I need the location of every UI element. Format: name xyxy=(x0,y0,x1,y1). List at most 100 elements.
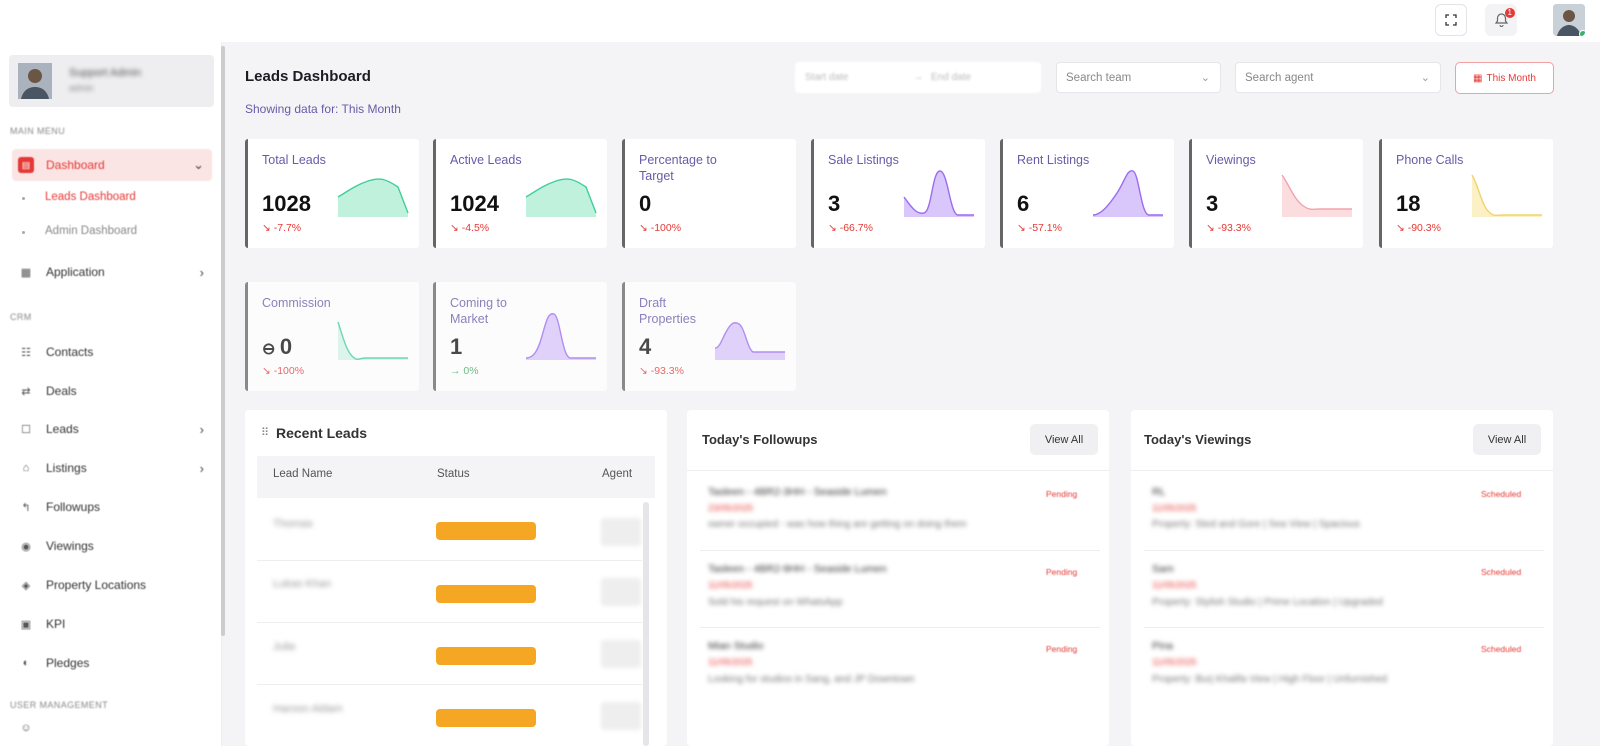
sparkline-purple xyxy=(903,170,974,217)
sparkline-green xyxy=(337,321,408,360)
stat-change: ↘ -100% xyxy=(262,365,304,377)
viewing-date: 11/05/2025 xyxy=(1152,503,1197,513)
sidebar-item-leads-dashboard[interactable]: Leads Dashboard xyxy=(45,191,136,203)
viewing-title: Sam xyxy=(1152,563,1174,575)
search-agent-select[interactable]: Search agent ⌄ xyxy=(1235,62,1441,93)
leads-icon: ☐ xyxy=(21,423,31,436)
top-bar: 1 xyxy=(0,0,1600,42)
followups-panel xyxy=(687,410,1109,746)
stat-value: 1024 xyxy=(450,191,499,216)
stat-change: ↘ -7.7% xyxy=(262,222,301,234)
followup-note: Sold his request on WhatsApp xyxy=(708,597,843,608)
stat-percentage-target[interactable]: Percentage to Target 0 ↘ -100% xyxy=(622,139,796,248)
stat-change-text: -90.3% xyxy=(1407,222,1441,234)
sidebar-item-listings[interactable]: ⌂ Listings › xyxy=(12,452,212,484)
viewing-status: Scheduled xyxy=(1481,489,1522,499)
fullscreen-button[interactable] xyxy=(1435,4,1467,36)
list-divider xyxy=(1144,627,1544,628)
sidebar-item-admin-dashboard[interactable]: Admin Dashboard xyxy=(45,225,138,237)
trend-down-icon: ↘ xyxy=(639,365,651,377)
stat-change-text: -57.1% xyxy=(1028,222,1062,234)
status-pill xyxy=(436,522,536,540)
followups-title: Today's Followups xyxy=(702,432,818,447)
col-status[interactable]: Status xyxy=(437,468,470,480)
sidebar-item-kpi[interactable]: ▣ KPI xyxy=(12,608,212,640)
stat-change-text: -4.5% xyxy=(461,222,490,234)
sidebar-item-followups[interactable]: ↰ Followups xyxy=(12,491,212,523)
recent-leads-title: Recent Leads xyxy=(276,425,368,441)
stat-phone-calls[interactable]: Phone Calls 18 ↘ -90.3% xyxy=(1379,139,1553,248)
stat-change: ↘ -93.3% xyxy=(1206,222,1251,234)
profile-avatar[interactable] xyxy=(1553,4,1585,36)
agent-cell xyxy=(601,518,641,546)
contacts-icon: ☷ xyxy=(21,346,31,359)
section-crm: CRM xyxy=(10,312,32,322)
section-main-menu: MAIN MENU xyxy=(10,126,66,136)
stat-label: Phone Calls xyxy=(1396,153,1464,167)
sidebar-item-label: Leads xyxy=(46,422,79,436)
sparkline-green xyxy=(525,178,597,217)
table-header xyxy=(257,456,655,498)
this-month-button[interactable]: ▦ This Month xyxy=(1455,62,1554,94)
sparkline-purple xyxy=(1092,170,1163,217)
stat-change: ↘ -4.5% xyxy=(450,222,489,234)
sidebar-item-partial[interactable]: ☺ xyxy=(12,718,212,738)
date-range-picker[interactable]: Start date → End date xyxy=(795,62,1041,93)
trend-down-icon: ↘ xyxy=(639,222,651,234)
agent-cell xyxy=(601,702,641,730)
stat-rent-listings[interactable]: Rent Listings 6 ↘ -57.1% xyxy=(1000,139,1174,248)
stat-change: ↘ -57.1% xyxy=(1017,222,1062,234)
viewings-view-all-button[interactable]: View All xyxy=(1473,424,1541,455)
stat-draft-properties[interactable]: Draft Properties 4 ↘ -93.3% xyxy=(622,282,796,391)
stat-viewings[interactable]: Viewings 3 ↘ -93.3% xyxy=(1189,139,1363,248)
agent-cell xyxy=(601,578,641,606)
sidebar-scrollbar[interactable] xyxy=(221,46,225,636)
sidebar-item-deals[interactable]: ⇄ Deals xyxy=(12,375,212,407)
stat-active-leads[interactable]: Active Leads 1024 ↘ -4.5% xyxy=(433,139,607,248)
stat-label: Active Leads xyxy=(450,153,522,167)
row-divider xyxy=(257,684,642,685)
lead-name: Haroon Aldam xyxy=(273,703,343,715)
table-scrollbar[interactable] xyxy=(643,502,649,746)
col-agent[interactable]: Agent xyxy=(602,468,633,480)
chevron-right-icon: › xyxy=(199,460,204,476)
search-team-select[interactable]: Search team ⌄ xyxy=(1056,62,1221,93)
users-icon: ☺ xyxy=(20,722,32,734)
start-date-input[interactable]: Start date xyxy=(805,72,849,83)
chevron-down-icon: ⌄ xyxy=(193,157,204,172)
sidebar-item-label: Pledges xyxy=(46,656,90,670)
user-card[interactable]: Support Admin admin xyxy=(9,55,214,107)
stat-total-leads[interactable]: Total Leads 1028 ↘ -7.7% xyxy=(245,139,419,248)
sidebar-item-contacts[interactable]: ☷ Contacts xyxy=(12,336,212,368)
followups-view-all-button[interactable]: View All xyxy=(1030,424,1098,455)
stat-label: Viewings xyxy=(1206,153,1256,167)
trend-down-icon: ↘ xyxy=(450,222,462,234)
sidebar-item-pledges[interactable]: ◐ Pledges xyxy=(12,647,212,679)
stat-sale-listings[interactable]: Sale Listings 3 ↘ -66.7% xyxy=(811,139,985,248)
stat-value-text: 0 xyxy=(279,334,293,359)
sidebar-item-application[interactable]: ▦ Application › xyxy=(12,256,212,288)
notifications-button[interactable]: 1 xyxy=(1485,4,1517,36)
user-avatar xyxy=(18,63,52,99)
sparkline-purple xyxy=(525,313,596,360)
viewing-status: Scheduled xyxy=(1481,644,1522,654)
stat-value: 4 xyxy=(639,334,652,359)
arrow-icon: → xyxy=(913,72,923,83)
sidebar-item-dashboard[interactable]: ▤ Dashboard ⌄ xyxy=(12,149,212,181)
application-icon: ▦ xyxy=(20,266,32,279)
end-date-input[interactable]: End date xyxy=(931,72,972,83)
sidebar-item-leads[interactable]: ☐ Leads › xyxy=(12,413,212,445)
viewing-note: Property: Sted and Gore | Sea View | Spa… xyxy=(1152,519,1360,530)
col-lead-name[interactable]: Lead Name xyxy=(273,468,333,480)
stat-value: 18 xyxy=(1396,191,1421,216)
sidebar-item-property-locations[interactable]: ◈ Property Locations xyxy=(12,569,212,601)
stat-coming-to-market[interactable]: Coming to Market 1 → 0% xyxy=(433,282,607,391)
stat-commission[interactable]: Commission ⊖ 0 ↘ -100% xyxy=(245,282,419,391)
viewing-date: 11/05/2025 xyxy=(1152,580,1197,590)
stat-value: ⊖ 0 xyxy=(262,334,292,360)
drag-handle-icon[interactable]: ⠿ xyxy=(261,427,270,439)
sparkline-green xyxy=(337,178,409,217)
stat-label: Coming to Market xyxy=(450,296,507,326)
status-pill xyxy=(436,709,536,727)
sidebar-item-viewings[interactable]: ◉ Viewings xyxy=(12,530,212,562)
